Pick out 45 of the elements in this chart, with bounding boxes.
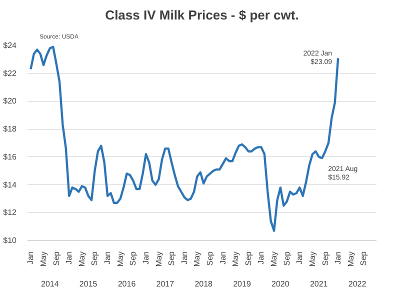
x2-tick-label: 2020 (272, 280, 290, 288)
x2-tick-label: 2018 (194, 280, 214, 288)
x-tick-label: May (154, 251, 164, 267)
x-tick-label: Jan (334, 251, 343, 264)
x-tick-label: Jan (64, 251, 74, 264)
x-tick-label: Jan (295, 251, 304, 264)
x-tick-label: May (116, 251, 125, 267)
y-tick-label: $12 (3, 208, 18, 218)
y-tick-label: $14 (3, 180, 18, 190)
x2-tick-label: 2021 (310, 280, 328, 288)
x-tick-label: Sep (282, 250, 292, 266)
x-tick-label: May (231, 251, 240, 267)
x-tick-label: May (77, 251, 86, 267)
y-tick-label: $22 (3, 68, 18, 78)
x-tick-label: May (346, 251, 356, 267)
x-tick-label: Sep (90, 250, 100, 266)
x-tick-label: Sep (206, 250, 215, 266)
x-tick-label: Jan (26, 251, 36, 264)
y-tick-label: $20 (3, 96, 18, 106)
x-tick-label: Jan (256, 251, 266, 264)
x-tick-label: May (192, 251, 202, 267)
x-tick-label: May (308, 251, 317, 267)
x2-tick-label: 2017 (156, 280, 175, 288)
x2-tick-label: 2014 (41, 280, 60, 288)
x-tick-label: May (270, 251, 279, 267)
x-tick-label: Sep (128, 250, 138, 266)
x-tick-label: Sep (320, 250, 330, 266)
x2-tick-label: 2015 (79, 280, 98, 288)
x-tick-label: Jan (103, 251, 112, 264)
x-tick-label: Sep (244, 250, 253, 266)
y-tick-label: $10 (3, 236, 18, 245)
x2-tick-label: 2022 (348, 280, 367, 288)
x-tick-label: Jan (141, 251, 150, 264)
x2-tick-label: 2016 (118, 280, 136, 288)
x-tick-label: Sep (52, 250, 61, 266)
x-tick-label: Jan (218, 251, 228, 264)
y-tick-label: $16 (3, 152, 18, 162)
x-tick-label: Sep (167, 250, 176, 266)
x2-tick-label: 2019 (233, 280, 252, 288)
y-tick-label: $18 (3, 124, 18, 134)
x-tick-label: Sep (359, 250, 368, 266)
x-tick-label: Jan (180, 251, 189, 264)
chart-title: Class IV Milk Prices - $ per cwt. (105, 8, 299, 22)
y-tick-label: $24 (3, 41, 18, 50)
x-tick-label: May (39, 251, 48, 267)
